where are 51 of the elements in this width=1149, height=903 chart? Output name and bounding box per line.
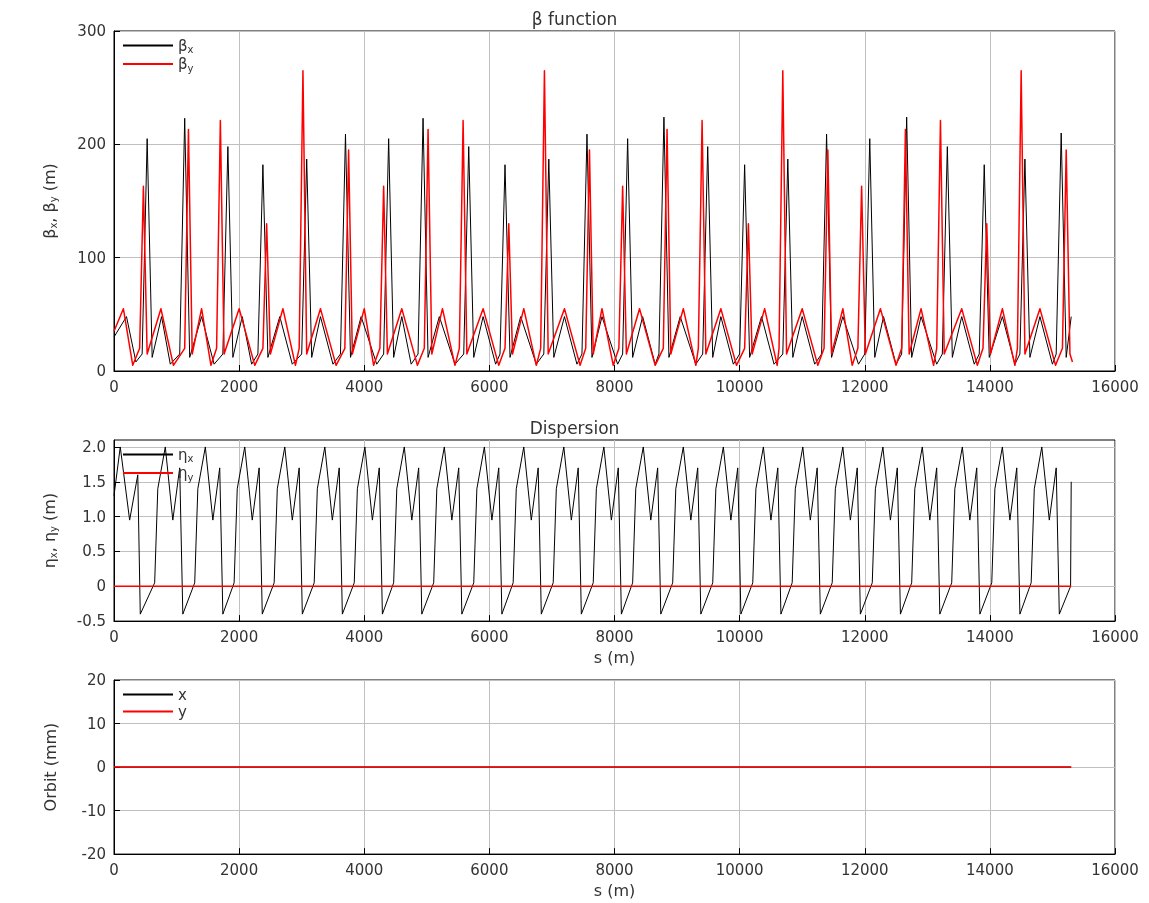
- x-tick-label: 6000: [470, 860, 509, 879]
- x-tick-label: 8000: [595, 377, 634, 396]
- x-tick-label: 16000: [1091, 860, 1139, 879]
- y-tick-label: 0: [96, 577, 106, 596]
- x-axis-title: s (m): [593, 880, 636, 900]
- y-tick-label: -10: [81, 801, 106, 820]
- y-tick-label: 2.0: [82, 437, 106, 456]
- chart-title: Dispersion: [529, 417, 620, 438]
- x-tick-label: 8000: [595, 627, 634, 646]
- x-tick-label: 12000: [840, 860, 889, 879]
- x-tick-label: 4000: [345, 860, 384, 879]
- x-tick-label: 2000: [220, 860, 259, 879]
- x-tick-label: 16000: [1091, 377, 1139, 396]
- legend-label: x: [178, 685, 187, 704]
- y-tick-label: 100: [77, 248, 106, 267]
- x-tick-label: 0: [109, 627, 119, 646]
- x-tick-label: 14000: [966, 377, 1014, 396]
- x-tick-label: 14000: [966, 627, 1014, 646]
- x-tick-label: 0: [109, 377, 119, 396]
- y-axis-title: Orbit (mm): [40, 722, 60, 812]
- x-tick-label: 6000: [470, 627, 509, 646]
- x-tick-label: 4000: [345, 377, 384, 396]
- x-tick-label: 6000: [470, 377, 509, 396]
- y-tick-label: 1.5: [82, 472, 106, 491]
- y-tick-label: 20: [86, 671, 106, 689]
- x-tick-label: 2000: [220, 377, 259, 396]
- y-tick-label: 0: [96, 758, 106, 777]
- y-tick-label: 10: [86, 714, 106, 733]
- y-axis-title: βx, βy (m): [39, 163, 59, 239]
- y-tick-label: 300: [77, 22, 106, 40]
- x-tick-label: 14000: [966, 860, 1014, 879]
- y-tick-label: 0: [96, 362, 106, 380]
- x-tick-label: 10000: [715, 860, 764, 879]
- x-tick-label: 10000: [715, 627, 764, 646]
- y-axis-title: ηx, ηy (m): [39, 492, 59, 569]
- legend-label: y: [178, 702, 187, 721]
- chart-title: β function: [531, 8, 618, 29]
- x-tick-label: 12000: [840, 627, 889, 646]
- x-tick-label: 4000: [345, 627, 384, 646]
- x-axis-title: s (m): [593, 647, 636, 667]
- y-tick-label: 200: [77, 135, 106, 154]
- x-tick-label: 2000: [220, 627, 259, 646]
- x-tick-label: 8000: [595, 860, 634, 879]
- y-tick-label: 0.5: [82, 542, 106, 561]
- x-tick-label: 0: [109, 860, 119, 879]
- x-tick-label: 10000: [715, 377, 764, 396]
- x-tick-label: 16000: [1091, 627, 1139, 646]
- y-tick-label: 1.0: [82, 507, 106, 526]
- y-tick-label: -20: [81, 845, 106, 864]
- y-tick-label: -0.5: [76, 612, 106, 631]
- x-tick-label: 12000: [840, 377, 889, 396]
